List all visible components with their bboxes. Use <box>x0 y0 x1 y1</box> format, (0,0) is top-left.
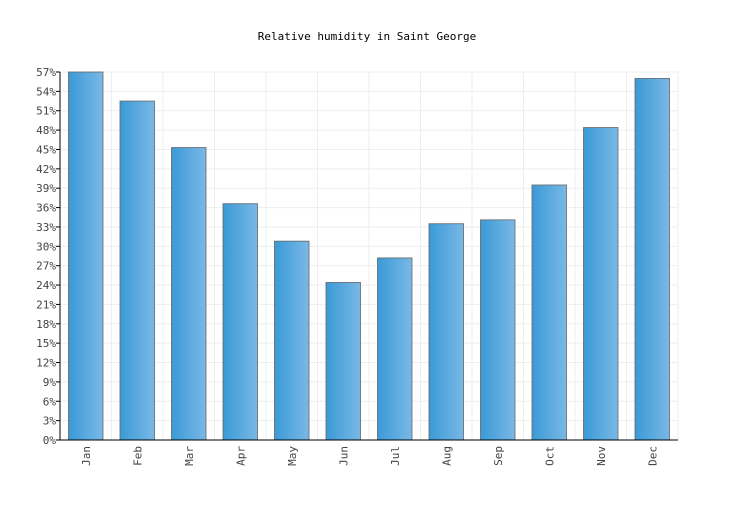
y-tick-label: 27% <box>36 260 56 273</box>
x-tick-labels: Jan Feb Mar Apr May Jun Jul Aug Sep Oct Nov Dec <box>80 446 660 466</box>
y-tick-labels: 0% 3% 6% 9% 12% 15% 18% 21% 24% 27% 30% 33% 36% 39% 42… <box>36 66 60 447</box>
y-tick-label: 45% <box>36 143 56 156</box>
x-tick-label: Feb <box>131 446 144 466</box>
bar-mar <box>171 147 207 441</box>
bar-aug <box>428 223 464 441</box>
bar-jul <box>377 257 413 441</box>
bar-oct <box>531 184 567 441</box>
x-tick-label: Jun <box>337 446 350 466</box>
bar-apr <box>222 203 258 441</box>
y-tick-label: 39% <box>36 182 56 195</box>
x-tick-label: Mar <box>183 446 196 466</box>
x-tick-label: Aug <box>440 446 453 466</box>
bar-may <box>274 240 310 441</box>
y-tick-label: 48% <box>36 124 56 137</box>
y-tick-label: 0% <box>43 434 57 447</box>
x-tick-label: Sep <box>492 446 505 466</box>
y-tick-label: 51% <box>36 105 56 118</box>
bar-sep <box>480 219 516 441</box>
x-tick-label: Jan <box>80 446 93 466</box>
y-tick-label: 54% <box>36 85 56 98</box>
axes <box>59 72 678 441</box>
x-tick-label: May <box>286 446 299 466</box>
x-tick-label: Apr <box>234 446 247 466</box>
y-tick-label: 12% <box>36 357 56 370</box>
y-tick-label: 42% <box>36 163 56 176</box>
bar-dec <box>634 78 670 441</box>
x-tick-label: Jul <box>389 446 402 466</box>
y-tick-label: 9% <box>43 376 57 389</box>
bar-nov <box>583 127 619 441</box>
grid-lines <box>59 71 679 441</box>
y-tick-label: 18% <box>36 318 56 331</box>
bar-jun <box>325 282 361 441</box>
y-tick-label: 3% <box>43 415 57 428</box>
y-tick-label: 21% <box>36 298 56 311</box>
y-tick-label: 33% <box>36 221 56 234</box>
y-tick-label: 6% <box>43 395 57 408</box>
y-tick-label: 36% <box>36 202 56 215</box>
y-tick-label: 30% <box>36 240 56 253</box>
bar-jan <box>68 71 104 441</box>
x-tick-label: Oct <box>543 446 556 466</box>
y-tick-label: 15% <box>36 337 56 350</box>
bar-feb <box>119 100 155 441</box>
x-tick-label: Nov <box>595 446 608 466</box>
bars <box>68 71 670 441</box>
x-tick-label: Dec <box>646 446 659 466</box>
y-tick-label: 24% <box>36 279 56 292</box>
y-tick-label: 57% <box>36 66 56 79</box>
chart-title: Relative humidity in Saint George <box>258 30 477 43</box>
